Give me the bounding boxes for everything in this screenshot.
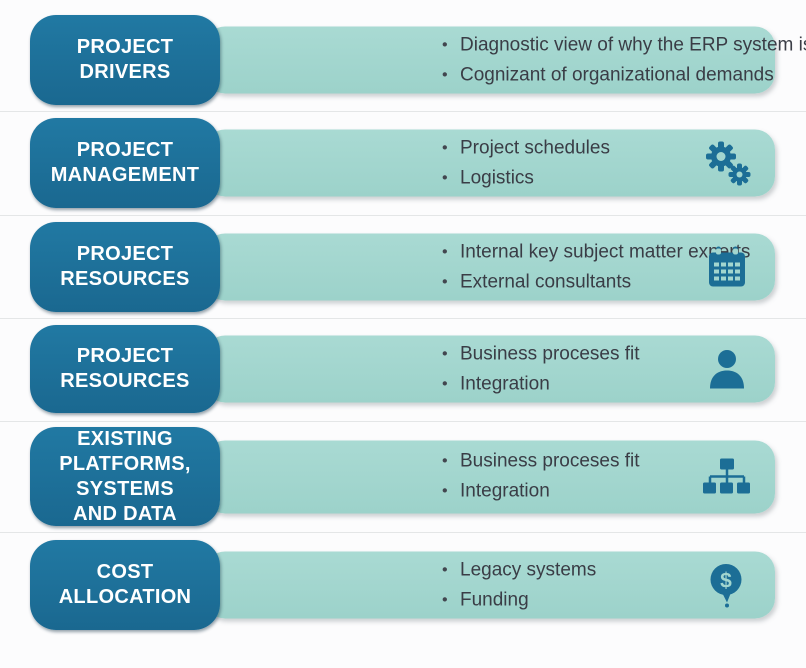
bullet-list: Diagnostic view of why the ERP system is…	[442, 30, 806, 90]
row-separator	[0, 318, 806, 319]
person-icon	[701, 345, 753, 393]
bullet-item: Business proceses fit	[442, 339, 639, 369]
dollar-bubble-icon: $	[701, 561, 753, 609]
label-line: ALLOCATION	[58, 586, 192, 608]
bullet-list: Business proceses fit Integration	[442, 339, 640, 399]
bullet-item: Integration	[442, 369, 640, 399]
label-line: AND DATA	[73, 502, 177, 525]
bullet-item: Logistics	[442, 163, 610, 193]
label-line: EXISTING	[77, 427, 173, 450]
bullet-item: Integration	[442, 477, 640, 507]
label-box-cost-allocation: COST ALLOCATION	[30, 540, 220, 630]
content-band: Project schedules Logistics	[205, 129, 775, 197]
bullet-item: Cognizant of organizational demands	[442, 60, 806, 90]
label-box-project-resources-2: PROJECT RESOURCES	[30, 325, 220, 413]
bullet-item: Project schedules	[442, 133, 610, 163]
bullet-item: Legacy systems	[442, 555, 596, 585]
row-separator	[0, 111, 806, 112]
label-line: RESOURCES	[60, 268, 190, 290]
label-line: COST	[96, 561, 154, 583]
bullet-item: Business proceses fit	[442, 447, 639, 477]
bullet-list: Internal key subject matter experts Exte…	[442, 237, 750, 297]
label-line: PROJECT	[76, 243, 174, 265]
calendar-icon	[701, 243, 753, 291]
row-existing-platforms: Business proceses fit Integration EXISTI…	[0, 427, 806, 526]
gears-icon	[701, 139, 753, 187]
row-project-resources-2: Business proceses fit Integration PROJEC…	[0, 325, 806, 413]
bullet-list: Business proceses fit Integration	[442, 447, 640, 507]
label-line: PROJECT	[76, 345, 174, 367]
label-box-existing-platforms: EXISTING PLATFORMS, SYSTEMS AND DATA	[30, 427, 220, 526]
label-line: PROJECT	[76, 139, 174, 161]
row-separator	[0, 421, 806, 422]
label-box-project-resources-1: PROJECT RESOURCES	[30, 222, 220, 312]
bullet-item: Internal key subject matter experts	[442, 237, 750, 267]
bullet-list: Project schedules Logistics	[442, 133, 610, 193]
row-cost-allocation: Legacy systems Funding $ COST ALLOCATION	[0, 540, 806, 630]
label-line: RESOURCES	[60, 370, 190, 392]
row-project-management: Project schedules Logistics	[0, 118, 806, 208]
org-chart-icon	[701, 453, 753, 501]
content-band: Business proceses fit Integration	[205, 440, 775, 513]
bullet-list: Legacy systems Funding	[442, 555, 596, 615]
label-box-project-drivers: PROJECT DRIVERS	[30, 15, 220, 105]
bullet-item: Diagnostic view of why the ERP system is…	[442, 30, 806, 60]
content-band: Business proceses fit Integration	[205, 335, 775, 403]
content-band: Legacy systems Funding $	[205, 551, 775, 619]
dollar-symbol: $	[720, 569, 732, 592]
row-project-resources-1: Internal key subject matter experts Exte…	[0, 222, 806, 312]
content-band: Diagnostic view of why the ERP system is…	[205, 26, 806, 94]
row-separator	[0, 532, 806, 533]
row-project-drivers: Diagnostic view of why the ERP system is…	[0, 15, 806, 105]
label-line: SYSTEMS	[76, 477, 174, 500]
bullet-item: Funding	[442, 585, 596, 615]
label-line: MANAGEMENT	[50, 164, 200, 186]
label-line: DRIVERS	[79, 61, 171, 83]
row-separator	[0, 215, 806, 216]
bullet-item: External consultants	[442, 267, 750, 297]
label-line: PLATFORMS,	[59, 452, 191, 475]
content-band: Internal key subject matter experts Exte…	[205, 233, 775, 301]
label-box-project-management: PROJECT MANAGEMENT	[30, 118, 220, 208]
label-line: PROJECT	[76, 36, 174, 58]
